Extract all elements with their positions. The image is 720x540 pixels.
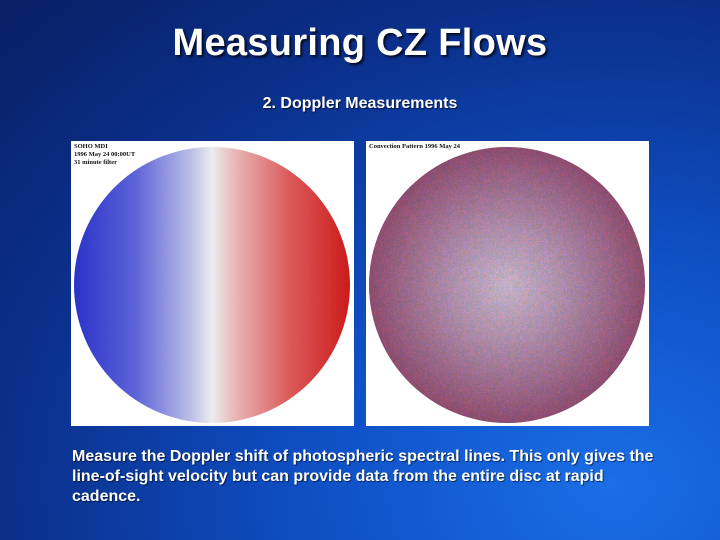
caption-line: 1996 May 24 00:00UT <box>74 151 136 158</box>
doppler-velocity-disc <box>74 147 350 423</box>
slide-subtitle: 2. Doppler Measurements <box>262 95 458 112</box>
slide-title: Measuring CZ Flows <box>172 22 548 64</box>
caption-line: Convection Pattern 1996 May 24 <box>369 143 460 150</box>
caption-line: 31 minute filter <box>74 159 117 166</box>
slide-body-text: Measure the Doppler shift of photospheri… <box>72 448 654 505</box>
left-image-caption: SOHO MDI 1996 May 24 00:00UT 31 minute f… <box>74 143 135 167</box>
convection-pattern-image: Convection Pattern 1996 May 24 <box>366 141 649 426</box>
caption-line: SOHO MDI <box>74 143 108 150</box>
right-image-caption: Convection Pattern 1996 May 24 <box>369 143 460 151</box>
convection-pattern-disc <box>369 147 645 423</box>
doppler-velocity-image: SOHO MDI 1996 May 24 00:00UT 31 minute f… <box>71 141 354 426</box>
